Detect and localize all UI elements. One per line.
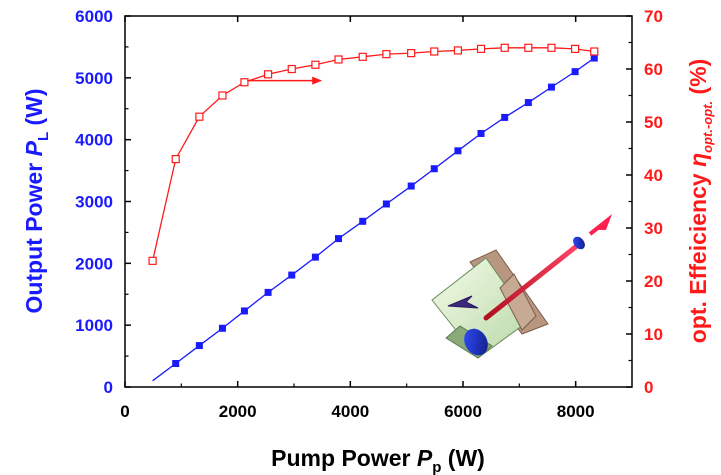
data-point-efficiency [311,60,320,69]
y-right-tick-label: 60 [644,60,663,79]
data-point-efficiency [476,44,486,53]
y-axis-left-title: Output Power PL (W) [21,88,52,313]
data-point-efficiency [407,48,416,58]
laser-cavity-icon [415,214,612,367]
data-point-efficiency [195,112,204,121]
data-point-output-power [454,147,462,155]
data-point-output-power [477,129,485,137]
data-point-efficiency [571,44,580,53]
y-left-tick-label: 5000 [75,69,113,88]
y-right-tick-label: 50 [644,113,663,132]
data-point-output-power [359,217,367,225]
data-point-output-power [288,271,296,279]
data-point-output-power [172,360,180,368]
axis-indicator-arrowhead [312,76,323,85]
y-left-tick-label: 1000 [75,316,113,335]
series-line-output-power [152,57,595,382]
y-left-tick-label: 6000 [75,7,113,26]
series-layer [148,43,599,382]
data-point-output-power [264,288,272,296]
data-point-efficiency [334,55,343,64]
data-point-efficiency [240,78,249,87]
data-point-output-power [218,324,226,332]
data-point-efficiency [171,155,180,164]
x-tick-label: 8000 [557,402,595,421]
x-tick-label: 0 [120,402,129,421]
x-tick-label: 6000 [444,402,482,421]
y-left-tick-label: 2000 [75,254,113,273]
data-point-efficiency [218,91,227,100]
y-axis-right-title: opt. Effeiciency ηopt.-opt. (%) [685,59,715,344]
data-point-output-power [382,200,390,208]
data-point-output-power [335,235,343,243]
y-left-tick-label: 3000 [75,193,113,212]
data-point-output-power [430,165,438,173]
data-point-efficiency [263,70,273,79]
y-left-tick-label: 4000 [75,131,113,150]
x-tick-label: 2000 [219,402,257,421]
data-point-efficiency [547,43,556,52]
data-point-output-power [571,68,579,76]
y-right-tick-label: 10 [644,325,663,344]
data-point-efficiency [524,43,533,52]
data-point-output-power [590,54,598,62]
data-point-output-power [524,99,532,107]
data-point-efficiency [590,47,599,56]
y-right-tick-label: 0 [644,378,653,397]
x-tick-label: 4000 [331,402,369,421]
y-right-tick-label: 20 [644,272,663,291]
data-point-efficiency [430,47,439,56]
data-point-output-power [311,253,319,261]
y-left-tick-label: 0 [104,378,113,397]
data-point-efficiency [453,46,463,55]
data-point-efficiency [382,50,391,59]
data-point-output-power [407,182,415,190]
data-point-output-power [547,83,555,91]
data-point-efficiency [287,64,296,74]
x-axis-title: Pump Power Pp (W) [271,445,485,475]
data-point-efficiency [148,256,157,265]
y-right-tick-label: 30 [644,219,663,238]
data-point-efficiency [500,43,509,52]
y-right-tick-label: 40 [644,166,663,185]
data-point-output-power [240,307,248,315]
data-point-efficiency [358,52,367,61]
data-point-output-power [501,113,509,121]
ticks-layer: 0 2000 4000 6000 8000 0 1000 2000 3000 4000 5000 60… [75,7,663,421]
data-point-output-power [195,342,203,350]
y-right-tick-label: 70 [644,7,663,26]
